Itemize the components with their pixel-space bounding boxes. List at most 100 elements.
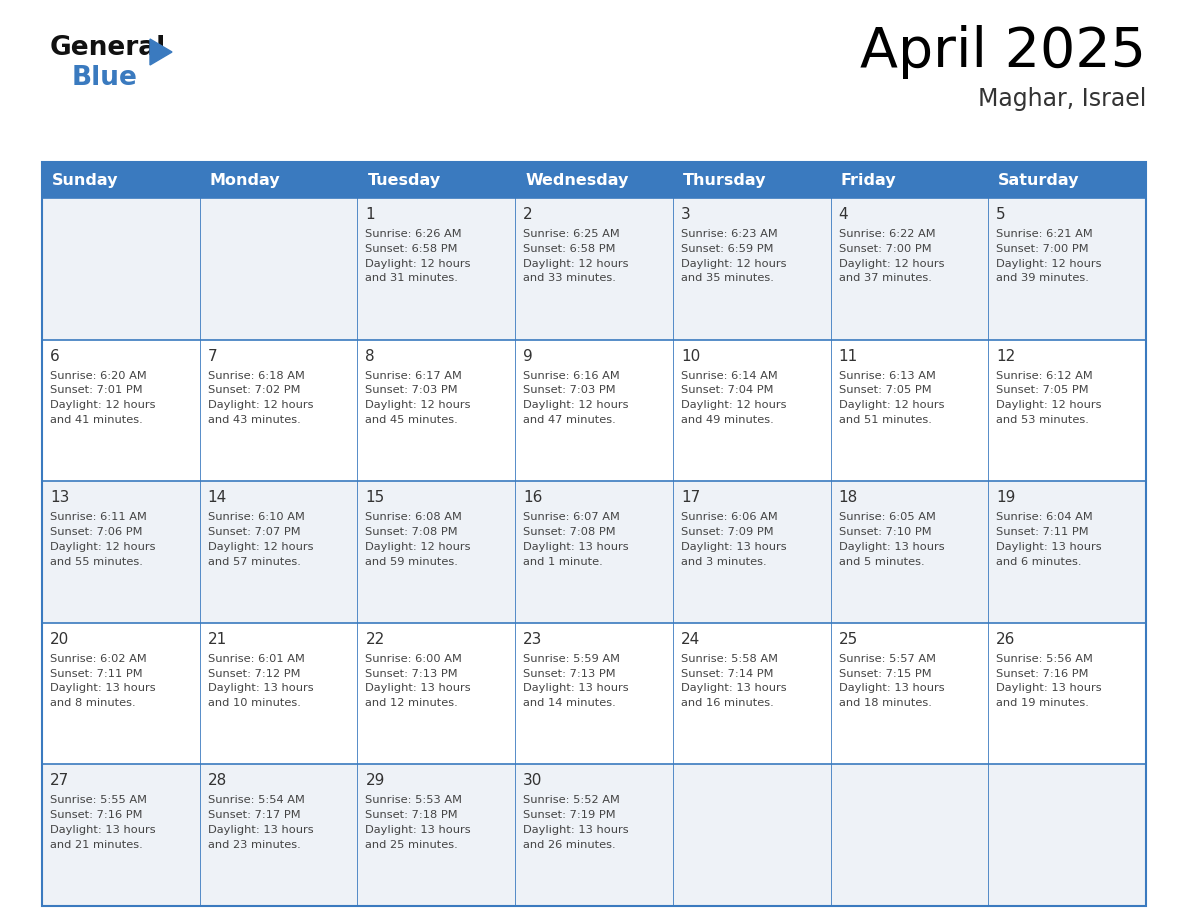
Text: Daylight: 13 hours: Daylight: 13 hours bbox=[839, 683, 944, 693]
Text: Sunset: 6:58 PM: Sunset: 6:58 PM bbox=[366, 244, 457, 253]
Text: Sunrise: 6:01 AM: Sunrise: 6:01 AM bbox=[208, 654, 304, 664]
Text: 14: 14 bbox=[208, 490, 227, 505]
Text: Daylight: 12 hours: Daylight: 12 hours bbox=[997, 259, 1101, 269]
Text: 22: 22 bbox=[366, 632, 385, 647]
Text: and 41 minutes.: and 41 minutes. bbox=[50, 415, 143, 425]
Text: and 21 minutes.: and 21 minutes. bbox=[50, 840, 143, 850]
Text: and 10 minutes.: and 10 minutes. bbox=[208, 699, 301, 708]
Bar bbox=[42, 162, 1146, 906]
Text: 8: 8 bbox=[366, 349, 375, 364]
Text: and 59 minutes.: and 59 minutes. bbox=[366, 556, 459, 566]
Text: Sunrise: 5:58 AM: Sunrise: 5:58 AM bbox=[681, 654, 778, 664]
Text: Sunrise: 6:26 AM: Sunrise: 6:26 AM bbox=[366, 229, 462, 239]
Text: Sunrise: 6:14 AM: Sunrise: 6:14 AM bbox=[681, 371, 778, 381]
Text: Daylight: 12 hours: Daylight: 12 hours bbox=[208, 542, 314, 552]
Text: Monday: Monday bbox=[210, 173, 280, 187]
Text: and 6 minutes.: and 6 minutes. bbox=[997, 556, 1082, 566]
Text: Sunset: 7:02 PM: Sunset: 7:02 PM bbox=[208, 386, 301, 396]
Text: Sunset: 7:15 PM: Sunset: 7:15 PM bbox=[839, 668, 931, 678]
Text: and 55 minutes.: and 55 minutes. bbox=[50, 556, 143, 566]
Text: Sunrise: 6:07 AM: Sunrise: 6:07 AM bbox=[523, 512, 620, 522]
Text: Daylight: 13 hours: Daylight: 13 hours bbox=[839, 542, 944, 552]
Polygon shape bbox=[150, 39, 172, 65]
Text: April 2025: April 2025 bbox=[860, 25, 1146, 79]
Text: and 12 minutes.: and 12 minutes. bbox=[366, 699, 459, 708]
Text: and 3 minutes.: and 3 minutes. bbox=[681, 556, 766, 566]
Bar bbox=[42, 198, 1146, 340]
Bar bbox=[42, 481, 1146, 622]
Text: and 53 minutes.: and 53 minutes. bbox=[997, 415, 1089, 425]
Text: and 5 minutes.: and 5 minutes. bbox=[839, 556, 924, 566]
Text: Daylight: 12 hours: Daylight: 12 hours bbox=[366, 259, 470, 269]
Text: 6: 6 bbox=[50, 349, 59, 364]
Text: Sunrise: 6:22 AM: Sunrise: 6:22 AM bbox=[839, 229, 935, 239]
Text: Sunset: 7:13 PM: Sunset: 7:13 PM bbox=[523, 668, 615, 678]
Bar bbox=[42, 340, 1146, 481]
Text: Sunrise: 6:06 AM: Sunrise: 6:06 AM bbox=[681, 512, 778, 522]
Text: and 37 minutes.: and 37 minutes. bbox=[839, 274, 931, 284]
Text: 5: 5 bbox=[997, 207, 1006, 222]
Text: Daylight: 13 hours: Daylight: 13 hours bbox=[997, 542, 1102, 552]
Text: Daylight: 12 hours: Daylight: 12 hours bbox=[523, 400, 628, 410]
Text: Sunrise: 6:20 AM: Sunrise: 6:20 AM bbox=[50, 371, 147, 381]
Text: and 51 minutes.: and 51 minutes. bbox=[839, 415, 931, 425]
Text: 7: 7 bbox=[208, 349, 217, 364]
Text: 15: 15 bbox=[366, 490, 385, 505]
Text: 26: 26 bbox=[997, 632, 1016, 647]
Text: Daylight: 12 hours: Daylight: 12 hours bbox=[523, 259, 628, 269]
Text: Sunset: 7:11 PM: Sunset: 7:11 PM bbox=[997, 527, 1089, 537]
Text: Sunrise: 6:10 AM: Sunrise: 6:10 AM bbox=[208, 512, 304, 522]
Text: Sunset: 7:04 PM: Sunset: 7:04 PM bbox=[681, 386, 773, 396]
Text: Sunset: 7:08 PM: Sunset: 7:08 PM bbox=[523, 527, 615, 537]
Text: Sunrise: 6:08 AM: Sunrise: 6:08 AM bbox=[366, 512, 462, 522]
Text: Daylight: 13 hours: Daylight: 13 hours bbox=[681, 683, 786, 693]
Text: and 19 minutes.: and 19 minutes. bbox=[997, 699, 1089, 708]
Text: Sunrise: 6:25 AM: Sunrise: 6:25 AM bbox=[523, 229, 620, 239]
Text: and 47 minutes.: and 47 minutes. bbox=[523, 415, 615, 425]
Text: Sunset: 7:07 PM: Sunset: 7:07 PM bbox=[208, 527, 301, 537]
Text: Sunset: 7:16 PM: Sunset: 7:16 PM bbox=[50, 811, 143, 820]
Text: Sunset: 7:06 PM: Sunset: 7:06 PM bbox=[50, 527, 143, 537]
Text: Sunrise: 6:18 AM: Sunrise: 6:18 AM bbox=[208, 371, 304, 381]
Text: Sunrise: 5:57 AM: Sunrise: 5:57 AM bbox=[839, 654, 936, 664]
Text: Daylight: 12 hours: Daylight: 12 hours bbox=[366, 542, 470, 552]
Text: General: General bbox=[50, 35, 166, 61]
Text: 3: 3 bbox=[681, 207, 690, 222]
Text: Sunset: 7:09 PM: Sunset: 7:09 PM bbox=[681, 527, 773, 537]
Text: and 1 minute.: and 1 minute. bbox=[523, 556, 602, 566]
Text: Sunset: 7:13 PM: Sunset: 7:13 PM bbox=[366, 668, 459, 678]
Text: Sunset: 7:11 PM: Sunset: 7:11 PM bbox=[50, 668, 143, 678]
Text: Sunset: 7:01 PM: Sunset: 7:01 PM bbox=[50, 386, 143, 396]
Text: 25: 25 bbox=[839, 632, 858, 647]
Text: Daylight: 13 hours: Daylight: 13 hours bbox=[208, 683, 314, 693]
Text: Wednesday: Wednesday bbox=[525, 173, 628, 187]
Text: Daylight: 13 hours: Daylight: 13 hours bbox=[50, 825, 156, 835]
Text: and 18 minutes.: and 18 minutes. bbox=[839, 699, 931, 708]
Text: Sunrise: 6:04 AM: Sunrise: 6:04 AM bbox=[997, 512, 1093, 522]
Text: Daylight: 12 hours: Daylight: 12 hours bbox=[50, 542, 156, 552]
Text: Daylight: 13 hours: Daylight: 13 hours bbox=[523, 683, 628, 693]
Text: Sunset: 7:05 PM: Sunset: 7:05 PM bbox=[839, 386, 931, 396]
Text: Sunrise: 6:02 AM: Sunrise: 6:02 AM bbox=[50, 654, 147, 664]
Text: Daylight: 13 hours: Daylight: 13 hours bbox=[50, 683, 156, 693]
Text: 2: 2 bbox=[523, 207, 532, 222]
Text: Sunset: 7:08 PM: Sunset: 7:08 PM bbox=[366, 527, 459, 537]
Text: Daylight: 12 hours: Daylight: 12 hours bbox=[839, 400, 944, 410]
Text: and 57 minutes.: and 57 minutes. bbox=[208, 556, 301, 566]
Text: Tuesday: Tuesday bbox=[367, 173, 441, 187]
Text: Sunrise: 6:05 AM: Sunrise: 6:05 AM bbox=[839, 512, 935, 522]
Text: Daylight: 12 hours: Daylight: 12 hours bbox=[997, 400, 1101, 410]
Text: Sunset: 7:10 PM: Sunset: 7:10 PM bbox=[839, 527, 931, 537]
Text: Sunrise: 6:12 AM: Sunrise: 6:12 AM bbox=[997, 371, 1093, 381]
Text: Daylight: 13 hours: Daylight: 13 hours bbox=[523, 825, 628, 835]
Text: and 31 minutes.: and 31 minutes. bbox=[366, 274, 459, 284]
Bar bbox=[42, 162, 1146, 198]
Text: 16: 16 bbox=[523, 490, 543, 505]
Text: Sunrise: 5:59 AM: Sunrise: 5:59 AM bbox=[523, 654, 620, 664]
Bar bbox=[42, 622, 1146, 765]
Text: 12: 12 bbox=[997, 349, 1016, 364]
Text: Sunrise: 6:00 AM: Sunrise: 6:00 AM bbox=[366, 654, 462, 664]
Text: 27: 27 bbox=[50, 773, 69, 789]
Text: and 45 minutes.: and 45 minutes. bbox=[366, 415, 459, 425]
Text: 11: 11 bbox=[839, 349, 858, 364]
